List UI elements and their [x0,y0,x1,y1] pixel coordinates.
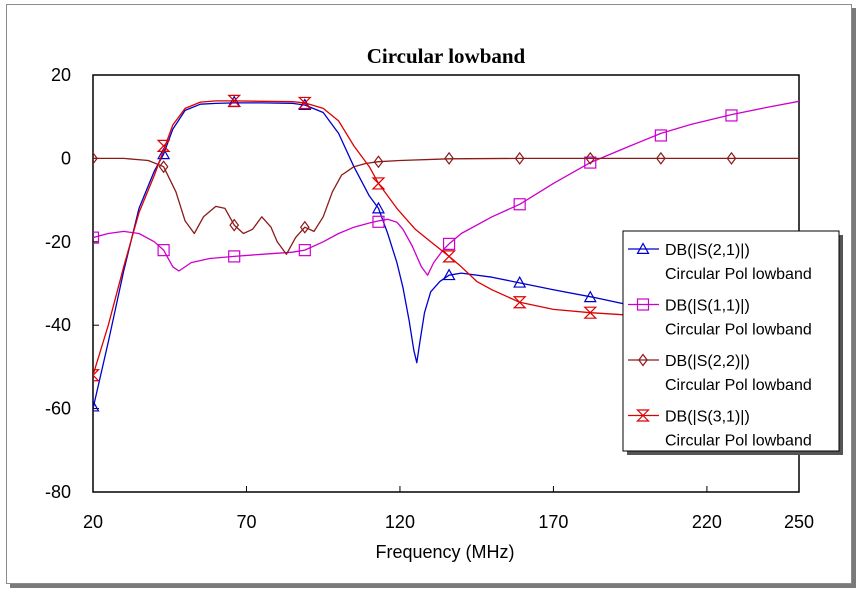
series-line [93,100,661,376]
x-tick-label: 170 [538,512,568,532]
series-marker [442,268,456,281]
series-marker [654,129,667,142]
chart-title: Circular lowband [367,44,526,68]
series-line [93,102,692,409]
series-marker [513,198,526,211]
legend-series-subtitle: Circular Pol lowband [665,377,812,394]
series-marker [297,96,312,110]
series-marker [157,244,170,257]
x-tick-label: 120 [385,512,415,532]
y-tick-label: -80 [45,482,71,502]
series-marker [227,94,242,107]
series-marker [93,151,98,165]
series-marker [583,290,597,303]
legend-series-subtitle: Circular Pol lowband [665,266,812,283]
series-marker [371,177,386,190]
x-tick-label: 70 [236,512,256,532]
y-tick-label: 0 [61,148,71,168]
series-db-s-1-1 [93,100,799,276]
legend-marker [636,242,650,254]
series-db-s-3-1 [93,94,661,382]
legend-series-name: DB(|S(2,2)|) [665,353,750,370]
series-marker [725,109,738,122]
series-marker [93,369,100,382]
chart-svg: Circular lowband 20 70 120 170 220 250 20 0 -20… [45,44,843,562]
y-tick-label: 20 [51,65,71,85]
series-marker [228,250,241,263]
y-tick-label: -60 [45,399,71,419]
series-marker [371,201,385,214]
legend-marker [636,298,650,311]
series-line [93,157,799,255]
series-marker [584,156,597,169]
legend-item: DB(|S(1,1)|) Circular Pol lowband [628,298,812,339]
series-marker [299,220,310,234]
legend-series-name: DB(|S(2,1)|) [665,242,750,259]
legend-marker [638,353,648,367]
series-marker [93,231,100,244]
legend: DB(|S(2,1)|)Circular Pol lowbandDB(|S(1,… [622,230,843,455]
legend-series-subtitle: Circular Pol lowband [665,433,812,450]
series-marker [298,98,312,111]
series-marker [93,399,100,412]
y-tick-label: -40 [45,315,71,335]
x-axis-ticks: 20 70 120 170 220 250 [83,486,814,532]
series-marker [726,151,737,165]
series-marker [585,151,596,165]
series-marker [442,237,456,250]
y-tick-label: -20 [45,232,71,252]
series-marker [158,160,169,174]
legend-marker [636,409,650,422]
series-line [93,100,799,276]
x-tick-label: 220 [692,512,722,532]
legend-series-name: DB(|S(1,1)|) [665,298,750,315]
legend-series-subtitle: Circular Pol lowband [665,322,812,339]
series-marker [157,147,171,160]
x-tick-label: 250 [784,512,814,532]
y-axis-ticks: 20 0 -20 -40 -60 -80 [45,65,99,502]
chart-frame: Circular lowband 20 70 120 170 220 250 20 0 -20… [6,4,852,584]
series-marker [513,275,527,288]
legend-item: DB(|S(3,1)|) Circular Pol lowband [628,409,812,450]
series-marker [514,151,525,165]
legend-item: DB(|S(2,1)|) Circular Pol lowband [628,242,812,283]
legend-box [622,230,840,452]
series-marker [444,151,454,165]
legend-series-name: DB(|S(3,1)|) [665,409,750,426]
series-marker [512,296,527,309]
x-tick-label: 20 [83,512,103,532]
series-db-s-2-2 [93,151,799,255]
series-marker [442,250,457,263]
series-marker [583,306,598,319]
legend-item: DB(|S(2,2)|) Circular Pol lowband [628,353,812,394]
series-marker [298,244,311,257]
series-marker [229,218,240,232]
series-layer [93,94,799,412]
series-marker [373,155,384,169]
series-marker [372,215,385,228]
x-axis-label: Frequency (MHz) [375,542,514,562]
series-db-s-2-1 [93,95,692,412]
series-marker [655,151,666,165]
series-marker [156,139,171,152]
